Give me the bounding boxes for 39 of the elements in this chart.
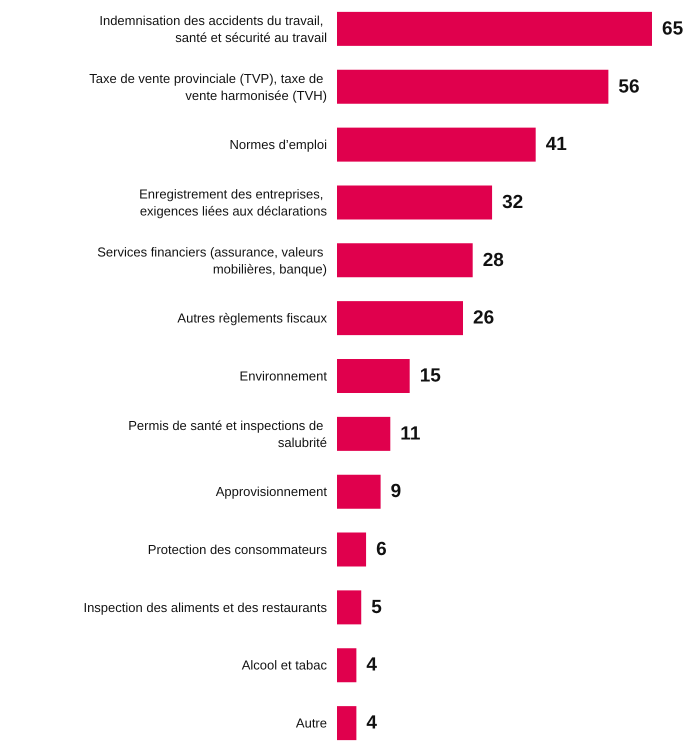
bar <box>337 648 356 682</box>
data-label: 56 <box>618 76 640 98</box>
y-tick-label: Alcool et tabac <box>242 658 328 673</box>
data-label: 4 <box>366 654 378 676</box>
data-label: 41 <box>546 134 568 156</box>
bar <box>337 70 608 104</box>
bar <box>337 706 356 740</box>
y-tick-label: Environnement <box>240 368 328 384</box>
y-tick-label: Autre <box>296 716 327 731</box>
bar <box>337 590 362 624</box>
data-label: 6 <box>376 539 387 560</box>
bar <box>337 301 463 336</box>
bar <box>337 474 381 509</box>
bar <box>337 12 652 46</box>
y-tick-label: Protection des consommateurs <box>148 542 328 558</box>
bar <box>337 243 473 278</box>
bar <box>337 359 410 393</box>
y-tick-label: Inspection des aliments et des restaurants <box>83 600 328 615</box>
y-tick-label: Normes d’emploi <box>229 137 328 152</box>
bar <box>337 532 366 567</box>
y-tick-label: Approvisionnement <box>216 484 328 500</box>
data-label: 28 <box>482 250 504 271</box>
data-label: 15 <box>420 366 442 386</box>
data-label: 32 <box>502 192 524 213</box>
y-tick-label: Taxe de vente provinciale (TVP), taxe de vente harmonisée (TVH) <box>89 70 327 103</box>
y-tick-label: Indemnisation des accidents du travail, santé et sécurité au travail <box>99 12 328 45</box>
data-label: 4 <box>366 712 378 734</box>
y-tick-label: Services financiers (assurance, valeurs mobilières, banque) <box>97 244 327 276</box>
bar <box>337 185 492 220</box>
y-tick-label: Enregistrement des entreprises, exigences liées aux déclarations <box>139 186 328 218</box>
y-tick-label: Permis de santé et inspections de salubrité <box>128 418 327 450</box>
data-label: 11 <box>400 423 421 444</box>
y-tick-label: Autres règlements fiscaux <box>177 310 328 326</box>
data-label: 5 <box>371 596 382 618</box>
data-label: 9 <box>390 481 402 502</box>
bar <box>337 416 390 451</box>
data-label: 26 <box>473 308 494 329</box>
data-label: 65 <box>662 18 684 40</box>
bar <box>337 128 536 162</box>
